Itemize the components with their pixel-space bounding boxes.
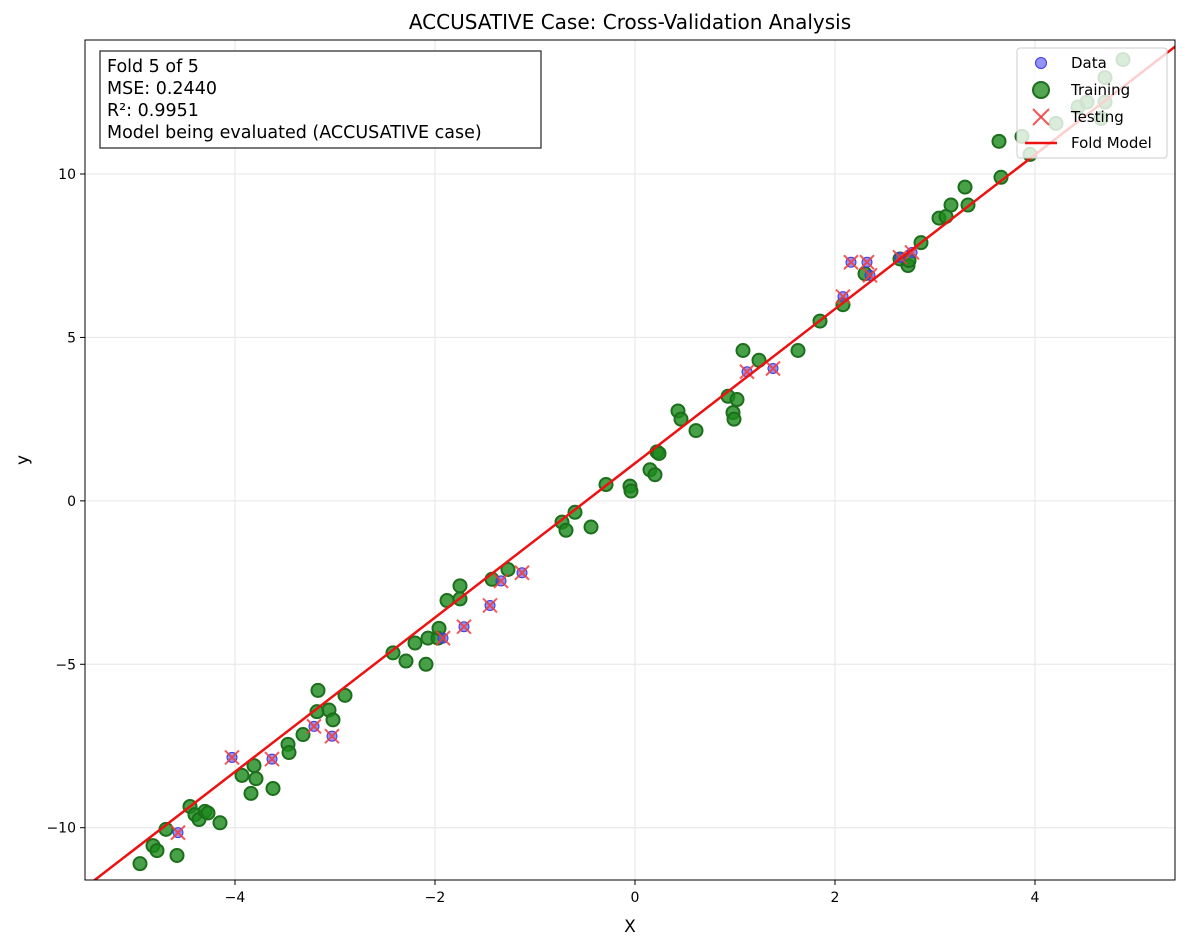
y-tick-label: −5 [55, 657, 76, 673]
training-point [200, 805, 216, 821]
testing-marker [306, 718, 322, 735]
y-tick-label: 10 [58, 167, 76, 183]
plot-frame [84, 39, 1176, 881]
testing-marker [859, 254, 875, 270]
training-point [149, 843, 165, 859]
training-point [281, 745, 297, 761]
training-point [398, 653, 414, 669]
testing-marker [843, 254, 859, 270]
testing-marker [835, 288, 851, 305]
y-tick-label: −10 [46, 821, 76, 837]
legend-training-label: Training [1070, 81, 1130, 99]
training-point [407, 635, 423, 651]
training-point [558, 522, 574, 538]
testing-marker [739, 364, 755, 380]
training-point [452, 578, 468, 594]
fold-model-line [92, 45, 1175, 880]
testing-marker [224, 749, 240, 766]
training-point [325, 712, 341, 728]
legend-testing-label: Testing [1070, 108, 1124, 126]
training-point [212, 815, 228, 831]
training-point [295, 727, 311, 743]
y-tick-label: 0 [67, 494, 76, 510]
training-point [790, 343, 806, 359]
legend-data-marker [1035, 57, 1047, 69]
training-point [265, 780, 281, 796]
y-axis-label: y [13, 455, 33, 465]
legend-data-label: Data [1071, 54, 1107, 72]
legend-model-label: Fold Model [1071, 134, 1152, 152]
legend-training-marker [1032, 81, 1050, 99]
testing-marker [514, 565, 530, 581]
training-point [688, 423, 704, 439]
testing-marker [482, 597, 498, 614]
x-tick-label: 2 [831, 890, 840, 906]
testing-marker [862, 267, 878, 284]
annotation-box: Fold 5 of 5 MSE: 0.2440 R²: 0.9951 Model… [99, 50, 542, 149]
training-point [248, 771, 264, 787]
x-tick-label: 0 [631, 890, 640, 906]
annotation-fold: Fold 5 of 5 [107, 57, 199, 77]
annotation-frame [99, 50, 542, 149]
legend: Data Training Testing Fold Model [1016, 47, 1168, 159]
x-tick-label: −2 [425, 890, 446, 906]
training-point [651, 445, 667, 461]
training-point [991, 133, 1007, 149]
x-axis-label: X [624, 917, 636, 937]
training-point [243, 785, 259, 801]
chart-title: ACCUSATIVE Case: Cross-Validation Analys… [409, 10, 851, 34]
training-point [943, 197, 959, 213]
annotation-r2: R²: 0.9951 [107, 101, 199, 121]
testing-marker [765, 360, 781, 377]
testing-marker [493, 573, 509, 589]
training-point [567, 504, 583, 520]
training-point [500, 561, 516, 577]
training-point [673, 411, 689, 427]
testing-marker [324, 728, 340, 744]
training-point [337, 687, 353, 703]
training-point [169, 847, 185, 863]
y-axis-ticks: −10 −5 0 5 10 [46, 167, 85, 837]
testing-marker [904, 244, 920, 261]
grid-lines [85, 40, 1175, 880]
training-point [726, 411, 742, 427]
annotation-mse: MSE: 0.2440 [107, 79, 217, 99]
x-axis-ticks: −4 −2 0 2 4 [225, 880, 1040, 906]
training-point [735, 343, 751, 359]
training-point [418, 656, 434, 672]
testing-marker [456, 618, 472, 635]
training-point [583, 519, 599, 535]
training-point [957, 179, 973, 195]
training-point [647, 467, 663, 483]
y-tick-label: 5 [67, 330, 76, 346]
annotation-description: Model being evaluated (ACCUSATIVE case) [107, 123, 482, 143]
testing-marker [264, 751, 280, 767]
legend-testing-marker [1032, 108, 1050, 126]
training-point [729, 392, 745, 408]
testing-marker [435, 630, 451, 646]
training-point [385, 645, 401, 661]
training-point [310, 682, 326, 698]
training-point [132, 856, 148, 872]
x-tick-label: −4 [225, 890, 246, 906]
testing-marker [170, 824, 186, 841]
x-tick-label: 4 [1031, 890, 1040, 906]
training-point [623, 483, 639, 499]
training-point [234, 767, 250, 783]
legend-frame [1016, 47, 1168, 159]
